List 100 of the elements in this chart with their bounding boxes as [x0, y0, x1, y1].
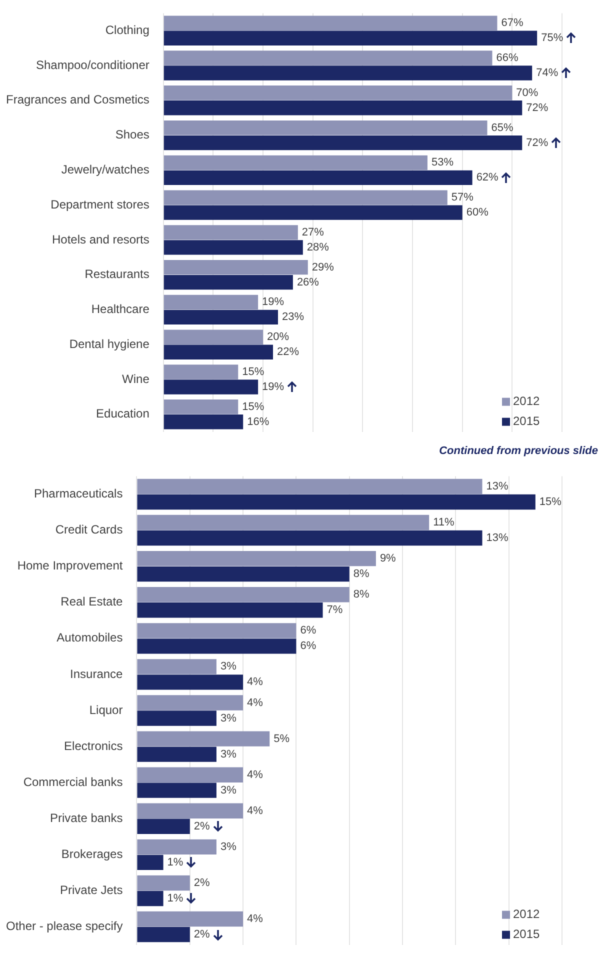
bar [164, 50, 492, 66]
data-label: 6% [300, 624, 316, 637]
y-tick-label: Pharmaceuticals [34, 486, 123, 501]
legend-label: 2012 [513, 394, 540, 408]
y-tick-label: Education [96, 406, 150, 421]
data-label: 67% [501, 17, 524, 30]
y-tick-label: Brokerages [61, 846, 123, 861]
bar [137, 695, 244, 710]
data-label: 62% [476, 172, 499, 184]
y-tick-label: Insurance [70, 666, 124, 681]
data-label: 2% [194, 877, 210, 890]
bar [164, 100, 522, 116]
legend-label: 2015 [513, 927, 540, 942]
bar [164, 310, 278, 325]
data-label: 72% [526, 102, 548, 114]
bar [164, 294, 258, 310]
bar [164, 260, 308, 275]
bar [164, 380, 258, 394]
bar [137, 839, 216, 855]
bar [137, 566, 350, 582]
data-label: 28% [306, 241, 330, 254]
data-label: 1% [167, 856, 184, 868]
data-label: 3% [220, 712, 237, 724]
bar [164, 155, 428, 170]
data-label: 13% [486, 532, 508, 544]
bar [137, 818, 190, 834]
data-label: 9% [380, 552, 396, 565]
y-tick-label: Shampoo/conditioner [36, 58, 150, 72]
y-tick-label: Restaurants [84, 267, 150, 282]
data-label: 66% [496, 52, 518, 64]
bar [137, 803, 244, 818]
y-tick-label: Electronics [64, 738, 123, 753]
y-tick-label: Real Estate [60, 594, 124, 609]
data-label: 22% [277, 346, 300, 358]
data-label: 11% [433, 516, 455, 529]
data-label: 3% [220, 748, 237, 760]
bar [164, 190, 448, 205]
bar [137, 911, 244, 927]
bar [137, 875, 190, 891]
y-tick-label: Hotels and resorts [52, 232, 150, 246]
bar [137, 674, 244, 690]
bar [164, 225, 298, 240]
text: Continued from previous slide [438, 445, 599, 459]
bar [164, 66, 532, 80]
data-label: 65% [491, 122, 514, 134]
data-label: 19% [262, 296, 284, 308]
y-tick-label: Dental hygiene [69, 336, 150, 351]
data-label: 74% [536, 67, 558, 80]
y-tick-label: Other - please specify [6, 919, 123, 934]
bar [164, 30, 538, 46]
bar [137, 767, 244, 782]
bar [137, 478, 482, 494]
data-label: 4% [247, 696, 264, 709]
data-label: 23% [282, 311, 304, 324]
data-label: 5% [274, 732, 290, 745]
data-label: 60% [466, 206, 489, 219]
data-label: 16% [247, 416, 270, 428]
bar [137, 587, 350, 602]
data-label: 27% [302, 226, 324, 238]
bar [164, 86, 512, 100]
data-label: 26% [296, 276, 320, 288]
bar [137, 746, 216, 762]
data-label: 57% [451, 192, 474, 204]
data-label: 7% [326, 604, 343, 616]
bar [137, 782, 216, 798]
data-label: 3% [220, 784, 237, 796]
data-label: 4% [247, 913, 264, 926]
y-tick-label: Jewelry/watches [61, 162, 150, 176]
bar [137, 550, 376, 566]
bar [164, 400, 238, 414]
bar [137, 731, 270, 746]
data-label: 19% [262, 381, 284, 394]
data-label: 75% [541, 32, 564, 44]
legend-label: 2012 [513, 907, 540, 922]
data-label: 2% [194, 928, 210, 941]
bar [137, 710, 216, 726]
bar [164, 364, 238, 380]
y-tick-label: Private banks [50, 810, 123, 825]
data-label: 13% [486, 480, 508, 493]
bar [137, 494, 536, 510]
legend-label: 2015 [513, 414, 540, 428]
y-tick-label: Automobiles [56, 630, 123, 645]
y-tick-label: Healthcare [91, 302, 150, 316]
data-label: 70% [516, 86, 538, 99]
y-tick-label: Fragrances and Cosmetics [6, 92, 150, 107]
data-label: 4% [247, 768, 264, 781]
bar [137, 926, 190, 942]
y-tick-label: Liquor [89, 702, 123, 717]
bar [164, 170, 472, 186]
data-label: 29% [312, 261, 334, 274]
data-label: 4% [247, 676, 264, 688]
y-tick-label: Commercial banks [23, 774, 123, 789]
data-label: 8% [353, 568, 370, 580]
bar [137, 890, 164, 906]
y-tick-label: Department stores [50, 197, 150, 212]
bar [164, 274, 293, 290]
data-label: 3% [220, 840, 237, 853]
data-label: 8% [353, 588, 370, 601]
bar [164, 135, 522, 150]
y-tick-label: Clothing [105, 22, 150, 37]
